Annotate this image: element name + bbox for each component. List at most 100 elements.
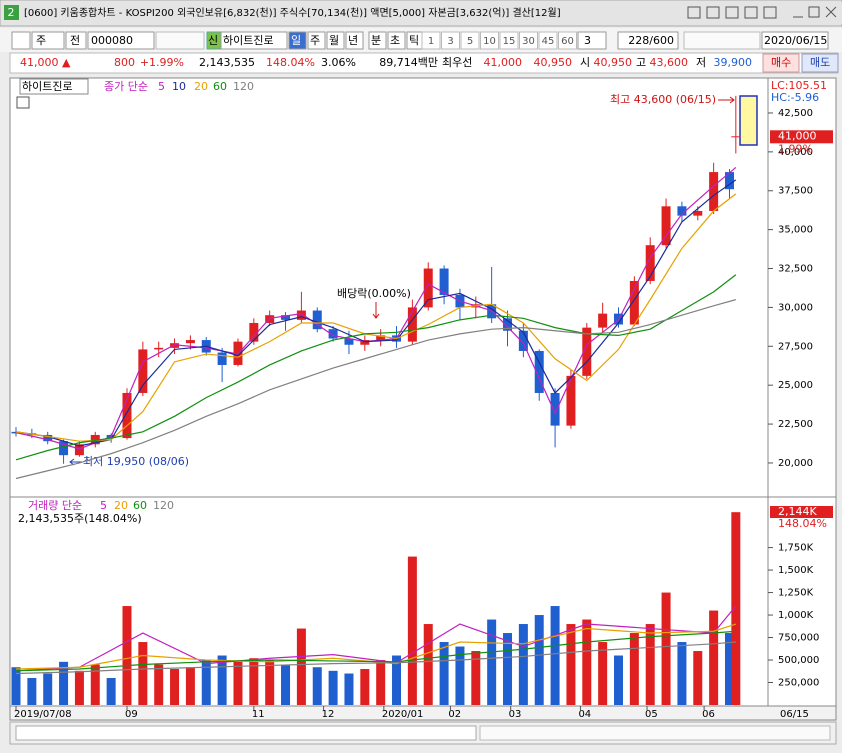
range-box [617, 31, 679, 50]
candle-body [296, 310, 306, 320]
buy: 매수 [771, 56, 791, 69]
volume-bar [154, 664, 164, 705]
period-button[interactable] [368, 31, 387, 50]
last-volume: 2,144K [778, 505, 817, 518]
legend-entry: 10 [172, 80, 186, 93]
grid-icon[interactable] [16, 96, 30, 109]
volume-bar [27, 678, 37, 705]
candle-body [281, 315, 291, 320]
ask: 41,000 [484, 56, 523, 69]
count: 3 [584, 34, 591, 47]
legend-entry: 60 [213, 80, 227, 93]
ma-line [15, 193, 737, 442]
minute-button[interactable] [558, 31, 577, 50]
x-tick-label: 12 [322, 709, 335, 720]
lc: LC:105.51 [771, 79, 827, 92]
volume-bar [11, 667, 21, 705]
sell-button[interactable] [801, 53, 839, 73]
minute-button[interactable] [421, 31, 441, 50]
candle-body [439, 268, 449, 295]
candle-body [661, 206, 671, 246]
minute: 5 [467, 36, 473, 47]
ma-line [15, 641, 736, 675]
minute: 30 [522, 36, 535, 47]
volume-summary: 2,143,535주(148.04%) [18, 512, 142, 525]
legend-entry: 20 [114, 499, 128, 512]
volume-bar [328, 670, 338, 705]
dividend-arrow [372, 302, 380, 319]
minute-button[interactable] [460, 31, 480, 50]
candle-body [582, 327, 592, 376]
candle-body [217, 352, 227, 365]
minute-button[interactable] [441, 31, 460, 50]
volume-bar [423, 624, 433, 705]
count-box[interactable] [577, 31, 607, 50]
legend-entry: 20 [194, 80, 208, 93]
window-icon[interactable] [4, 5, 19, 20]
adjust-box[interactable] [65, 31, 87, 50]
period-button[interactable] [345, 31, 364, 50]
minute-button[interactable] [499, 31, 519, 50]
scroll-controls[interactable] [479, 725, 831, 741]
name-box [220, 31, 288, 50]
x-axis-strip [9, 705, 837, 721]
volume-bar [677, 642, 687, 705]
period: 월 [329, 34, 339, 47]
minute-button[interactable] [480, 31, 499, 50]
period: 분 [371, 34, 381, 47]
tool-icons[interactable] [155, 31, 205, 50]
volume-bar [407, 556, 417, 705]
adjust: 전 [70, 34, 80, 47]
volume-bar [582, 619, 592, 705]
buy-button[interactable] [762, 53, 800, 73]
title-icons[interactable] [687, 6, 837, 19]
volume-bar [566, 624, 576, 705]
y-tick-label: 250,000 [778, 678, 819, 689]
new-label: 신 [208, 34, 218, 47]
volume-bar [74, 670, 84, 705]
scroll-thumb[interactable] [15, 725, 477, 741]
x-tick-label: 11 [252, 709, 265, 720]
candle-body [312, 310, 322, 330]
date-box[interactable] [761, 31, 829, 50]
volume-bar [233, 661, 243, 705]
menu-button[interactable] [11, 31, 31, 50]
turnover: 3.06% [321, 56, 356, 69]
title-buttons [660, 2, 842, 24]
period-button[interactable] [288, 31, 307, 50]
period-button[interactable] [387, 31, 406, 50]
volume-bar [661, 592, 671, 705]
change: 800 [114, 56, 135, 69]
volume-bar [249, 658, 259, 705]
minute-button[interactable] [519, 31, 538, 50]
last-price-box [770, 130, 833, 144]
code-input[interactable] [87, 31, 155, 50]
candle-body [328, 329, 338, 339]
period-button[interactable] [326, 31, 345, 50]
tool-icons-right[interactable] [683, 31, 761, 50]
y-tick-label: 25,000 [778, 380, 813, 391]
candle-body [709, 172, 719, 211]
y-tick-label: 1,750K [778, 543, 814, 554]
high: 43,600 [650, 56, 689, 69]
high-annotation: 최고 43,600 (06/15) [610, 93, 716, 106]
candle-body [90, 434, 100, 445]
volume-bar [138, 642, 148, 705]
ma-line [15, 299, 736, 480]
candle-body [550, 392, 560, 426]
low-annotation: 최저 19,950 (08/06) [83, 455, 189, 468]
minute-button[interactable] [538, 31, 558, 50]
candle-body [43, 434, 53, 442]
y-tick-label: 22,500 [778, 419, 813, 430]
volume-bar [392, 655, 402, 705]
x-tick-label: 09 [125, 709, 138, 720]
amount: 89,714백만 [379, 56, 438, 69]
x-tick-label: 03 [509, 709, 522, 720]
volume-bar [518, 624, 528, 705]
minute: 45 [542, 36, 555, 47]
period-button[interactable] [307, 31, 326, 50]
period-type-box[interactable] [31, 31, 65, 50]
candle-body [344, 338, 354, 345]
